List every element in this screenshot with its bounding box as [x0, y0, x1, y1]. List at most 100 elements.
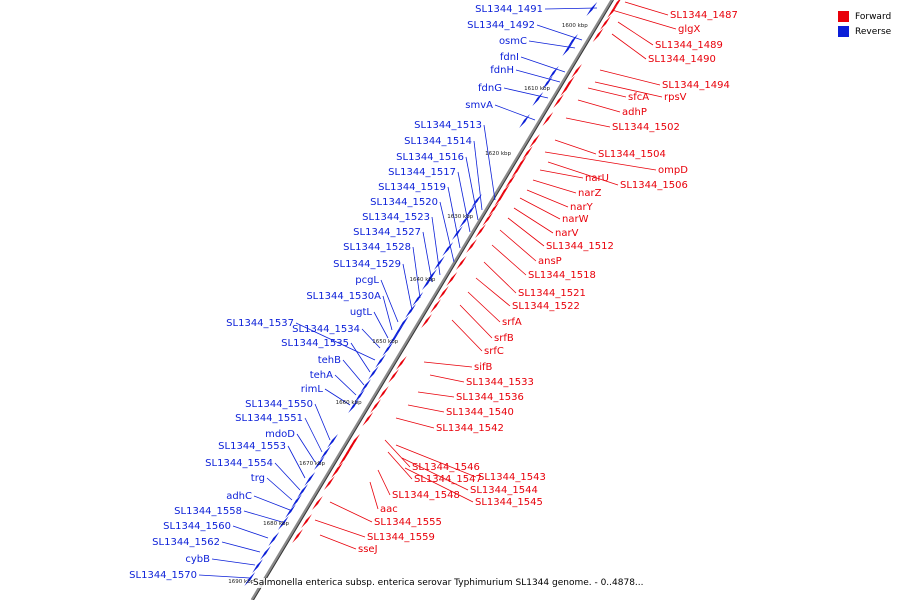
forward-gene-label[interactable]: SL1344_1533 [466, 377, 534, 388]
reverse-gene-label[interactable]: fdnI [500, 52, 519, 63]
callout-line [314, 403, 331, 441]
forward-gene-label[interactable]: sifB [474, 362, 493, 373]
reverse-gene-label[interactable]: SL1344_1492 [467, 20, 535, 31]
reverse-gene-label[interactable]: osmC [499, 36, 527, 47]
forward-gene-label[interactable]: narW [562, 214, 589, 225]
callout-line [451, 319, 483, 352]
callout-line [361, 328, 381, 349]
callout-line [577, 99, 621, 113]
reverse-gene-label[interactable]: SL1344_1520 [370, 197, 438, 208]
forward-gene-label[interactable]: ansP [538, 256, 562, 267]
reverse-gene-label[interactable]: SL1344_1491 [475, 4, 543, 15]
callout-line [447, 186, 461, 249]
gene-feature [422, 276, 433, 290]
forward-gene-label[interactable]: SL1344_1521 [518, 288, 586, 299]
forward-gene-label[interactable]: SL1344_1555 [374, 517, 442, 528]
forward-gene-label[interactable]: SL1344_1522 [512, 301, 580, 312]
forward-gene-label[interactable]: SL1344_1547 [414, 474, 482, 485]
reverse-gene-label[interactable]: mdoD [265, 429, 295, 440]
reverse-gene-label[interactable]: SL1344_1550 [245, 399, 313, 410]
reverse-gene-label[interactable]: SL1344_1514 [404, 136, 472, 147]
callout-line [439, 201, 455, 263]
gene-feature [354, 389, 365, 403]
reverse-gene-label[interactable]: SL1344_1528 [343, 242, 411, 253]
gene-feature [516, 156, 527, 170]
reverse-gene-label[interactable]: SL1344_1537 [226, 318, 294, 329]
forward-gene-label[interactable]: SL1344_1542 [436, 423, 504, 434]
reverse-gene-label[interactable]: SL1344_1551 [235, 413, 303, 424]
reverse-gene-label[interactable]: adhC [226, 491, 252, 502]
reverse-gene-label[interactable]: SL1344_1570 [129, 570, 197, 581]
forward-gene-label[interactable]: SL1344_1494 [662, 80, 730, 91]
reverse-gene-label[interactable]: SL1344_1562 [152, 537, 220, 548]
reverse-gene-label[interactable]: SL1344_1560 [163, 521, 231, 532]
reverse-gene-label[interactable]: cybB [185, 554, 210, 565]
forward-gene-label[interactable]: sseJ [358, 544, 378, 555]
forward-gene-label[interactable]: aac [380, 504, 398, 515]
forward-gene-label[interactable]: narZ [578, 188, 602, 199]
forward-gene-label[interactable]: SL1344_1546 [412, 462, 480, 473]
forward-gene-label[interactable]: SL1344_1544 [470, 485, 538, 496]
forward-gene-label[interactable]: glgX [678, 24, 700, 35]
reverse-gene-label[interactable]: SL1344_1516 [396, 152, 464, 163]
forward-gene-label[interactable]: sfcA [628, 92, 649, 103]
forward-gene-label[interactable]: srfC [484, 346, 504, 357]
reverse-gene-label[interactable]: rimL [301, 384, 324, 395]
reverse-gene-label[interactable]: smvA [465, 100, 493, 111]
gene-feature [434, 256, 445, 270]
gene-feature [600, 16, 611, 30]
reverse-gene-label[interactable]: ugtL [350, 307, 373, 318]
forward-gene-label[interactable]: SL1344_1559 [367, 532, 435, 543]
reverse-gene-label[interactable]: SL1344_1553 [218, 441, 286, 452]
reverse-gene-label[interactable]: SL1344_1530A [306, 291, 381, 302]
reverse-gene-label[interactable]: SL1344_1519 [378, 182, 446, 193]
reverse-gene-label[interactable]: trg [251, 473, 265, 484]
forward-gene-label[interactable]: SL1344_1536 [456, 392, 524, 403]
reverse-gene-label[interactable]: SL1344_1529 [333, 259, 401, 270]
forward-gene-label[interactable]: srfB [494, 333, 514, 344]
forward-strand: SL1344_1487 glgX SL1344_1489 SL1344_1490 SL1… [292, 0, 738, 555]
reverse-gene-label[interactable]: SL1344_1558 [174, 506, 242, 517]
forward-gene-label[interactable]: SL1344_1543 [478, 472, 546, 483]
forward-gene-label[interactable]: SL1344_1504 [598, 149, 666, 160]
forward-gene-label[interactable]: narU [585, 173, 609, 184]
forward-gene-label[interactable]: SL1344_1489 [655, 40, 723, 51]
callout-line [565, 117, 611, 128]
reverse-gene-label[interactable]: SL1344_1554 [205, 458, 273, 469]
gene-feature [324, 476, 335, 490]
forward-gene-label[interactable]: SL1344_1487 [670, 10, 738, 21]
gene-feature [567, 34, 578, 48]
callout-line [304, 417, 323, 453]
forward-gene-label[interactable]: SL1344_1518 [528, 270, 596, 281]
forward-gene-label[interactable]: narY [570, 202, 594, 213]
gene-feature [396, 356, 407, 370]
callout-line [491, 244, 527, 276]
forward-gene-label[interactable]: narV [555, 228, 579, 239]
forward-gene-label[interactable]: ompD [658, 165, 688, 176]
forward-gene-label[interactable]: SL1344_1490 [648, 54, 716, 65]
reverse-gene-label[interactable]: SL1344_1534 [292, 324, 360, 335]
forward-gene-label[interactable]: srfA [502, 317, 522, 328]
forward-gene-label[interactable]: SL1344_1548 [392, 490, 460, 501]
forward-gene-label[interactable]: adhP [622, 107, 647, 118]
reverse-gene-label[interactable]: fdnG [478, 83, 502, 94]
reverse-gene-label[interactable]: tehB [318, 355, 341, 366]
callout-line [624, 1, 669, 16]
forward-gene-label[interactable]: SL1344_1502 [612, 122, 680, 133]
callout-line [198, 574, 251, 579]
forward-gene-label[interactable]: SL1344_1512 [546, 241, 614, 252]
reverse-gene-label[interactable]: SL1344_1527 [353, 227, 421, 238]
reverse-gene-label[interactable]: SL1344_1523 [362, 212, 430, 223]
reverse-gene-label[interactable]: SL1344_1535 [281, 338, 349, 349]
forward-gene-label[interactable]: SL1344_1506 [620, 180, 688, 191]
callout-line [499, 229, 537, 262]
forward-gene-label[interactable]: SL1344_1545 [475, 497, 543, 508]
reverse-gene-label[interactable]: SL1344_1513 [414, 120, 482, 131]
reverse-gene-label[interactable]: SL1344_1517 [388, 167, 456, 178]
reverse-gene-label[interactable]: tehA [310, 370, 333, 381]
forward-gene-label[interactable]: rpsV [664, 92, 687, 103]
gene-feature [398, 316, 409, 330]
reverse-gene-label[interactable]: fdnH [490, 65, 514, 76]
reverse-gene-label[interactable]: pcgL [355, 275, 379, 286]
forward-gene-label[interactable]: SL1344_1540 [446, 407, 514, 418]
